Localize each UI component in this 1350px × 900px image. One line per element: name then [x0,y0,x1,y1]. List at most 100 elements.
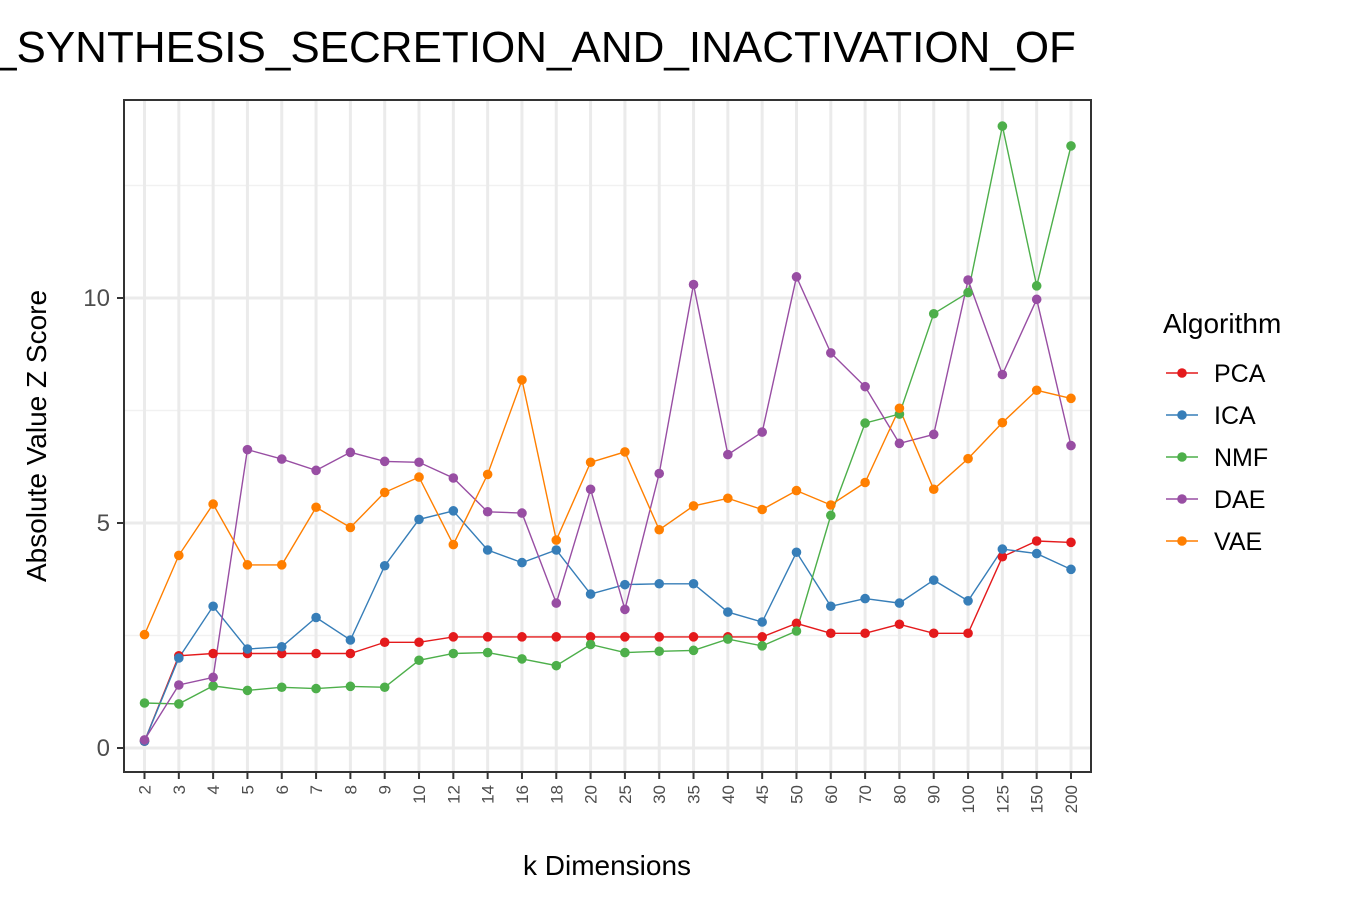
x-tick-label: 25 [616,785,635,804]
series-line-nmf [144,125,1072,705]
series-line-ica [143,510,1072,742]
x-tick-label: 40 [719,785,738,804]
data-point-nmf [139,698,150,708]
data-point-ica [551,545,562,555]
x-tick-label: 80 [890,785,909,804]
data-point-dae [482,506,493,517]
data-point-ica [379,560,390,571]
x-tick-label: 45 [753,785,772,804]
data-point-ica [414,514,424,525]
data-point-pca [276,648,287,659]
data-point-ica [860,593,870,604]
data-point-vae [791,485,802,496]
data-point-dae [551,598,562,608]
data-point-ica [997,544,1008,554]
x-tick-label: 50 [787,785,806,804]
legend: Algorithm PCA ICA NMF DAE VAE [1163,308,1281,556]
x-tick-label: 2 [136,785,155,794]
data-point-nmf [517,654,527,664]
x-tick-label: 90 [925,785,944,804]
data-point-nmf [1066,141,1076,151]
data-point-ica [448,506,459,516]
x-axis-title: k Dimensions [523,850,691,881]
data-point-vae [517,375,527,385]
data-point-pca [825,628,836,639]
x-tick-label: 9 [376,785,395,794]
data-point-nmf [585,639,596,650]
data-point-dae [414,457,424,468]
data-point-nmf [620,647,630,658]
data-point-dae [997,369,1008,380]
data-point-pca [208,648,218,659]
x-tick-label: 16 [513,785,532,804]
data-point-ica [723,607,733,617]
legend-key-point [1177,410,1187,420]
data-point-vae [551,535,562,545]
x-tick-label: 20 [582,785,601,804]
data-point-dae [791,272,802,282]
data-point-pca [448,632,459,642]
data-point-ica [345,635,356,645]
data-point-vae [757,504,767,515]
data-point-dae [276,454,287,464]
data-point-nmf [654,646,665,657]
data-point-nmf [242,685,253,696]
data-point-dae [860,381,870,392]
data-point-nmf [723,634,733,644]
data-point-vae [379,487,390,498]
x-tick-label: 150 [1028,785,1047,813]
data-point-dae [894,438,905,449]
x-tick-label: 4 [204,785,223,794]
series-line-vae [143,377,1072,635]
data-point-ica [242,644,253,654]
legend-label-ica: ICA [1214,402,1256,430]
data-point-pca [860,628,870,639]
data-point-ica [174,653,184,663]
x-tick-label: 30 [650,785,669,804]
data-point-nmf [345,681,356,692]
data-point-vae [448,539,459,550]
x-tick-label: 60 [822,785,841,804]
panel-background [124,100,1091,772]
chart-title: _SYNTHESIS_SECRETION_AND_INACTIVATION_OF [0,23,1076,72]
legend-key-point [1177,368,1187,378]
y-tick-label: 5 [97,510,110,537]
data-point-ica [1031,548,1042,559]
data-point-dae [345,447,356,458]
y-axis-title: Absolute Value Z Score [21,290,52,582]
data-point-pca [928,628,939,639]
data-point-nmf [791,626,802,636]
data-point-nmf [448,648,459,659]
x-tick-label: 12 [444,785,463,804]
data-point-ica [311,612,321,623]
data-point-nmf [825,510,836,521]
data-point-vae [997,417,1008,428]
legend-key-point [1177,452,1187,462]
legend-key-point [1177,494,1187,504]
legend-key-point [1177,536,1187,546]
data-point-nmf [414,655,424,666]
data-point-nmf [1031,281,1042,291]
data-point-vae [654,524,665,535]
x-tick-label: 18 [547,785,566,804]
data-point-ica [825,601,836,612]
data-point-ica [620,579,630,590]
data-point-vae [482,469,493,480]
data-point-vae [620,447,630,457]
data-point-ica [688,578,699,589]
data-point-dae [723,449,733,460]
data-point-dae [174,680,184,690]
data-point-dae [448,473,459,483]
data-point-ica [585,589,596,599]
data-point-pca [345,648,356,659]
data-point-pca [585,632,596,642]
legend-label-vae: VAE [1214,528,1262,556]
data-point-vae [585,457,596,468]
data-point-pca [379,637,390,648]
y-tick-label: 0 [97,735,110,762]
data-point-nmf [860,418,870,428]
data-point-dae [585,484,596,495]
data-point-pca [620,632,630,642]
data-point-ica [791,547,802,558]
data-point-dae [379,456,390,467]
